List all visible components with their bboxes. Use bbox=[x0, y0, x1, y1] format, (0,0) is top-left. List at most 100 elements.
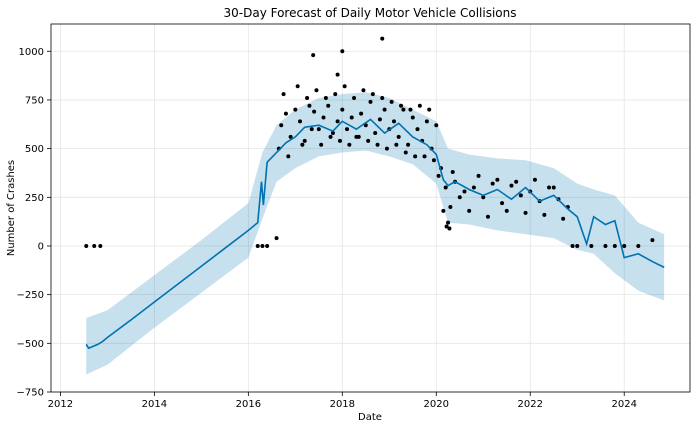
observed-point bbox=[396, 134, 401, 139]
observed-point bbox=[612, 243, 617, 248]
grid bbox=[51, 24, 690, 393]
observed-point bbox=[337, 138, 342, 143]
observed-point bbox=[279, 123, 284, 128]
observed-point bbox=[298, 119, 303, 124]
observed-point bbox=[300, 142, 305, 147]
observed-point bbox=[650, 238, 655, 243]
observed-point bbox=[518, 193, 523, 198]
observed-point bbox=[312, 109, 317, 114]
observed-point bbox=[345, 127, 350, 132]
observed-point bbox=[399, 103, 404, 108]
observed-point bbox=[424, 119, 429, 124]
observed-point bbox=[457, 195, 462, 200]
observed-point bbox=[366, 138, 371, 143]
observed-point bbox=[382, 107, 387, 112]
observed-point bbox=[490, 181, 495, 186]
observed-point bbox=[361, 88, 366, 93]
x-tick-label: 2024 bbox=[611, 399, 636, 410]
forecast-line-group bbox=[85, 118, 665, 350]
observed-point bbox=[551, 185, 556, 190]
observed-point bbox=[265, 243, 270, 248]
x-tick-label: 2020 bbox=[424, 399, 449, 410]
observed-point bbox=[307, 103, 312, 108]
observed-point bbox=[295, 84, 300, 89]
observed-point bbox=[293, 107, 298, 112]
x-tick-label: 2014 bbox=[142, 399, 167, 410]
observed-point bbox=[349, 115, 354, 120]
chart-title: 30-Day Forecast of Daily Motor Vehicle C… bbox=[224, 6, 517, 20]
observed-point bbox=[410, 115, 415, 120]
observed-point bbox=[283, 111, 288, 116]
observed-point bbox=[375, 142, 380, 147]
observed-point bbox=[340, 107, 345, 112]
observed-point bbox=[434, 123, 439, 128]
uncertainty-band bbox=[86, 92, 665, 375]
observed-point bbox=[509, 183, 514, 188]
observed-point bbox=[446, 220, 451, 225]
observed-point bbox=[481, 195, 486, 200]
observed-point bbox=[570, 243, 575, 248]
observed-point bbox=[542, 212, 547, 217]
observed-point bbox=[288, 134, 293, 139]
observed-point bbox=[441, 208, 446, 213]
observed-point bbox=[316, 127, 321, 132]
observed-point bbox=[384, 146, 389, 151]
observed-point bbox=[98, 243, 103, 248]
observed-point bbox=[335, 72, 340, 77]
observed-point bbox=[342, 84, 347, 89]
observed-point bbox=[589, 243, 594, 248]
observed-point bbox=[309, 127, 314, 132]
observed-point bbox=[84, 243, 89, 248]
observed-point bbox=[321, 115, 326, 120]
observed-point bbox=[636, 243, 641, 248]
observed-point bbox=[443, 185, 448, 190]
observed-point bbox=[431, 158, 436, 163]
observed-point bbox=[408, 107, 413, 112]
observed-point bbox=[547, 185, 552, 190]
observed-point bbox=[333, 92, 338, 97]
observed-point bbox=[302, 138, 307, 143]
y-axis: 1000 750 500 250 0 −250 −500 −750 bbox=[17, 47, 51, 399]
observed-point bbox=[622, 243, 627, 248]
x-tick-label: 2022 bbox=[518, 399, 543, 410]
observed-point bbox=[347, 142, 352, 147]
observed-point bbox=[328, 134, 333, 139]
observed-point bbox=[467, 208, 472, 213]
observed-point bbox=[406, 142, 411, 147]
observed-point bbox=[330, 131, 335, 136]
observed-point bbox=[255, 243, 260, 248]
observed-point bbox=[415, 127, 420, 132]
observed-point bbox=[356, 134, 361, 139]
x-tick-label: 2012 bbox=[48, 399, 73, 410]
x-tick-label: 2018 bbox=[330, 399, 355, 410]
observed-point bbox=[403, 150, 408, 155]
observed-point bbox=[462, 189, 467, 194]
y-tick-label: 500 bbox=[25, 144, 44, 155]
observed-point bbox=[340, 49, 345, 54]
observed-point bbox=[92, 243, 97, 248]
observed-point bbox=[281, 92, 286, 97]
observed-point bbox=[561, 216, 566, 221]
observed-point bbox=[323, 95, 328, 100]
forecast-line bbox=[85, 118, 665, 350]
observed-point bbox=[286, 154, 291, 159]
y-tick-label: 1000 bbox=[19, 47, 44, 58]
observed-point bbox=[485, 214, 490, 219]
observed-point bbox=[260, 243, 265, 248]
observed-point bbox=[368, 99, 373, 104]
observed-points-group bbox=[84, 36, 655, 248]
x-axis: 2012 2014 2016 2018 2020 2022 2024 bbox=[48, 392, 637, 410]
observed-point bbox=[305, 95, 310, 100]
y-tick-label: 750 bbox=[25, 95, 44, 106]
observed-point bbox=[319, 142, 324, 147]
observed-point bbox=[532, 177, 537, 182]
observed-point bbox=[377, 117, 382, 122]
uncertainty-band-group bbox=[86, 92, 665, 375]
observed-point bbox=[335, 119, 340, 124]
observed-point bbox=[380, 36, 385, 41]
observed-point bbox=[401, 107, 406, 112]
observed-point bbox=[394, 142, 399, 147]
observed-point bbox=[476, 173, 481, 178]
observed-point bbox=[427, 107, 432, 112]
